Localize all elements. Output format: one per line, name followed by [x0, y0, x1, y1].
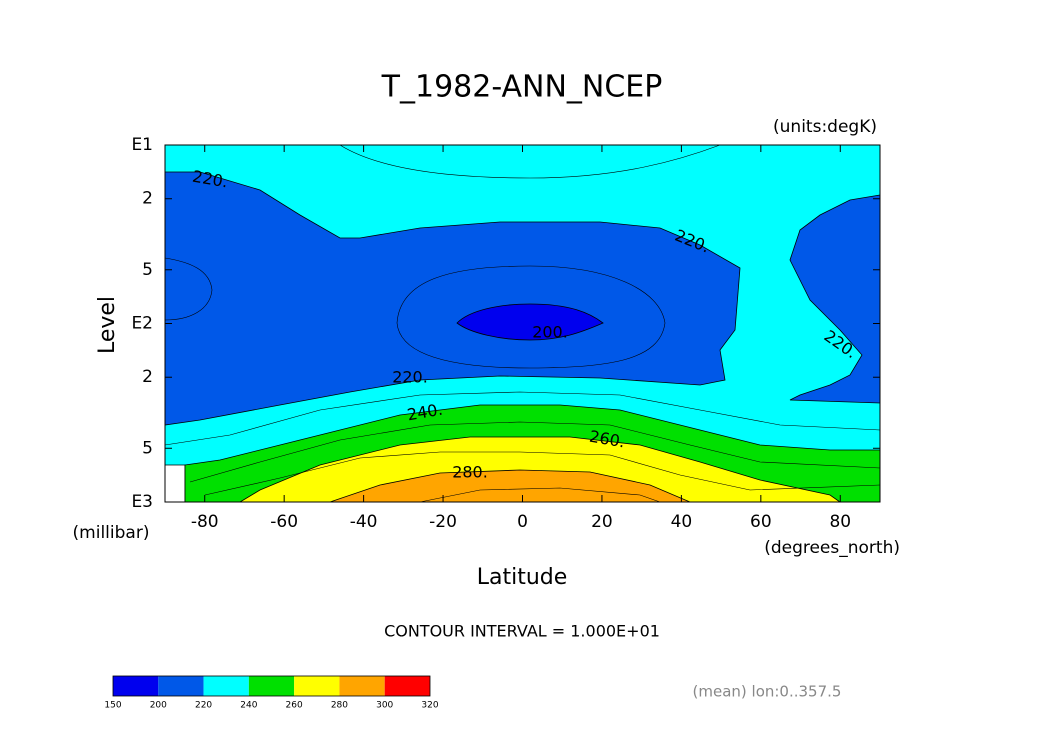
colorbar-segment	[203, 676, 249, 696]
x-tick-label: -20	[429, 512, 457, 532]
units-label: (units:degK)	[773, 117, 877, 137]
colorbar-label: 260	[286, 701, 303, 711]
contour-line	[189, 421, 881, 483]
contour-line	[204, 451, 881, 496]
colorbar-frame	[112, 675, 431, 697]
x-tick-label: 80	[829, 512, 851, 532]
band-200-220	[789, 194, 881, 404]
colorbar-segment	[113, 676, 159, 696]
colorbar-segment	[384, 676, 430, 696]
colorbar-label: 240	[240, 701, 257, 711]
colorbar-label: 220	[195, 701, 212, 711]
colorbar-label: 300	[376, 701, 393, 711]
x-tick-label: 60	[750, 512, 772, 532]
y-axis-label: Level	[95, 296, 120, 354]
band-280-300	[329, 469, 691, 503]
x-tick-label: 20	[591, 512, 613, 532]
y-tick-label: E3	[131, 492, 153, 512]
band-200-220	[164, 171, 741, 426]
contour-label: 220.	[392, 368, 428, 387]
x-tick-label: 40	[671, 512, 693, 532]
contour-interval: CONTOUR INTERVAL = 1.000E+01	[384, 622, 660, 641]
band-150-200	[456, 303, 604, 341]
y-tick-label: E1	[131, 135, 153, 155]
contour-line	[339, 144, 721, 179]
contour-label: 200.	[532, 323, 568, 342]
y-tick-label: 2	[142, 367, 153, 387]
colorbar-label: 150	[104, 701, 121, 711]
y-tick-label: 5	[142, 438, 153, 458]
colorbar-label: 280	[331, 701, 348, 711]
y-tick-label: 2	[142, 189, 153, 209]
x-units-label: (degrees_north)	[764, 538, 900, 558]
x-tick-label: -40	[350, 512, 378, 532]
contour-line	[164, 257, 213, 321]
chart-title: T_1982-ANN_NCEP	[381, 70, 663, 105]
colorbar-label: 200	[150, 701, 167, 711]
contour-line	[419, 487, 661, 503]
mean-label: (mean) lon:0..357.5	[693, 683, 842, 701]
colorbar-label: 320	[421, 701, 438, 711]
colorbar-segment	[294, 676, 340, 696]
contour-line	[396, 265, 666, 369]
y-tick-label: E2	[131, 314, 153, 334]
x-axis-label: Latitude	[477, 565, 568, 590]
colorbar-segment	[248, 676, 295, 696]
x-tick-label: 0	[517, 512, 528, 532]
x-tick-label: -60	[270, 512, 298, 532]
contour-line	[164, 391, 881, 446]
y-tick-label: 5	[142, 260, 153, 280]
colorbar-segment	[339, 676, 385, 696]
x-tick-label: -80	[191, 512, 219, 532]
contour-label: 280.	[452, 463, 488, 482]
colorbar-segment	[158, 676, 204, 696]
y-units-label: (millibar)	[73, 523, 150, 543]
plot-area	[164, 144, 881, 503]
